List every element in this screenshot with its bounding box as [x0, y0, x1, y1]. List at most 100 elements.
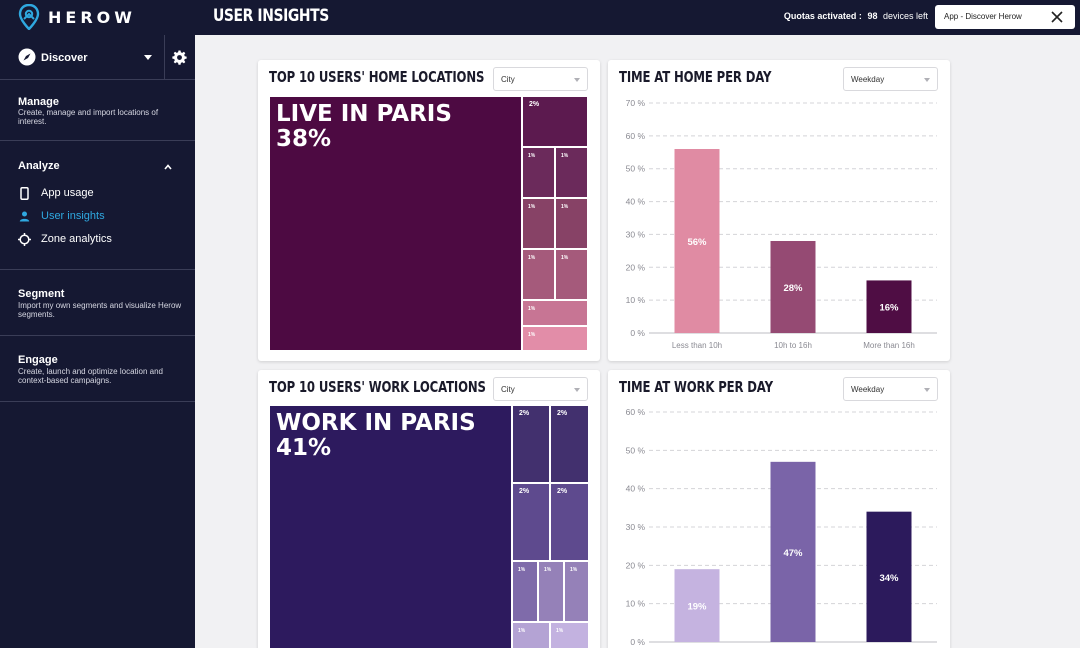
- treemap-cell[interactable]: 2%: [513, 406, 549, 482]
- treemap-cell-label: 1%: [528, 255, 536, 261]
- weekday-dropdown[interactable]: Weekday: [843, 377, 938, 401]
- bar-value-label: 47%: [783, 548, 803, 559]
- dropdown-value: Weekday: [851, 385, 885, 394]
- sidebar-section-segment[interactable]: Segment Import my own segments and visua…: [0, 270, 195, 336]
- treemap-cell[interactable]: 1%: [565, 562, 588, 621]
- y-tick-label: 20 %: [626, 560, 646, 570]
- discover-selector[interactable]: Discover: [0, 35, 195, 80]
- y-tick-label: 10 %: [626, 599, 646, 609]
- treemap-cell-label: 1%: [556, 628, 564, 634]
- sidebar-item-label: Zone analytics: [41, 233, 112, 245]
- y-tick-label: 0 %: [630, 328, 645, 338]
- treemap-main-label: LIVE IN PARIS: [276, 101, 452, 127]
- treemap-cell[interactable]: 1%: [513, 623, 549, 648]
- y-tick-label: 30 %: [626, 522, 646, 532]
- x-tick-label: 10h to 16h: [774, 341, 812, 350]
- time-at-home-chart: 0 % 10 % 20 % 30 % 40 % 50 % 60 % 70 % 56% Less t…: [608, 96, 950, 358]
- y-tick-label: 50 %: [626, 445, 646, 455]
- y-tick-label: 0 %: [630, 637, 645, 647]
- time-at-work-chart: 0 % 10 % 20 % 30 % 40 % 50 % 60 % 19% 47% 34%: [608, 406, 950, 648]
- close-icon[interactable]: [1050, 10, 1064, 24]
- time-at-work-card: TIME AT WORK PER DAY Weekday 0 % 10 % 20 %…: [608, 370, 950, 648]
- x-tick-label: Less than 10h: [672, 341, 722, 350]
- sidebar-section-manage[interactable]: Manage Create, manage and import locatio…: [0, 81, 195, 141]
- treemap-main-label: WORK IN PARIS: [276, 410, 476, 436]
- treemap-cell[interactable]: 2%: [523, 97, 587, 146]
- city-dropdown[interactable]: City: [493, 377, 588, 401]
- phone-icon: [18, 186, 31, 200]
- crosshair-icon: [18, 232, 31, 246]
- quota-label: Quotas activated :: [783, 11, 862, 21]
- sidebar-manage-desc: Create, manage and import locations of i…: [18, 108, 159, 126]
- treemap-cell-label: 2%: [557, 410, 568, 417]
- treemap-cell[interactable]: 1%: [523, 199, 554, 248]
- y-tick-label: 60 %: [626, 407, 646, 417]
- chevron-down-icon: [924, 78, 930, 82]
- home-treemap: LIVE IN PARIS 38% 2% 1% 1% 1% 1% 1% 1% 1…: [270, 97, 588, 350]
- card-title: TIME AT HOME PER DAY: [619, 68, 772, 86]
- treemap-cell-label: 1%: [570, 567, 578, 573]
- treemap-main-value: 41%: [276, 435, 332, 461]
- treemap-main-value: 38%: [276, 126, 332, 152]
- treemap-cell[interactable]: 1%: [523, 327, 587, 350]
- treemap-cell[interactable]: 1%: [556, 199, 587, 248]
- sidebar-item-zone-analytics[interactable]: Zone analytics: [18, 231, 112, 247]
- y-tick-label: 10 %: [626, 295, 646, 305]
- treemap-cell-paris[interactable]: LIVE IN PARIS 38%: [270, 97, 521, 350]
- chevron-up-icon[interactable]: [164, 163, 172, 171]
- treemap-cell[interactable]: 1%: [523, 148, 554, 197]
- chevron-down-icon: [574, 388, 580, 392]
- bar: [866, 511, 912, 642]
- treemap-cell[interactable]: 1%: [513, 562, 537, 621]
- top-bar: HEROW USER INSIGHTS Quotas activated : 9…: [0, 0, 1080, 35]
- card-title: TIME AT WORK PER DAY: [619, 378, 773, 396]
- card-title: TOP 10 USERS' WORK LOCATIONS: [269, 378, 486, 396]
- treemap-cell[interactable]: 2%: [551, 484, 588, 560]
- treemap-cell[interactable]: 1%: [551, 623, 588, 648]
- work-treemap: WORK IN PARIS 41% 2% 2% 2% 2% 1% 1% 1% 1…: [270, 406, 588, 648]
- y-tick-label: 40 %: [626, 197, 646, 207]
- bar-value-label: 56%: [687, 237, 707, 248]
- gear-icon[interactable]: [172, 50, 187, 65]
- app-selector[interactable]: App - Discover Herow: [935, 5, 1075, 29]
- app-selector-value: App - Discover Herow: [944, 12, 1022, 21]
- bar: [674, 569, 720, 642]
- y-tick-label: 20 %: [626, 262, 646, 272]
- treemap-cell[interactable]: 2%: [551, 406, 588, 482]
- y-tick-label: 30 %: [626, 229, 646, 239]
- bar-chart-svg: 0 % 10 % 20 % 30 % 40 % 50 % 60 % 19% 47% 34%: [626, 407, 937, 647]
- treemap-cell[interactable]: 1%: [556, 250, 587, 299]
- sidebar-analyze-title[interactable]: Analyze: [18, 160, 60, 172]
- treemap-cell[interactable]: 1%: [556, 148, 587, 197]
- treemap-cell-label: 2%: [519, 488, 530, 495]
- treemap-cell[interactable]: 1%: [523, 250, 554, 299]
- y-tick-label: 60 %: [626, 131, 646, 141]
- dropdown-value: Weekday: [851, 75, 885, 84]
- sidebar-item-user-insights[interactable]: User insights: [18, 208, 105, 224]
- weekday-dropdown[interactable]: Weekday: [843, 67, 938, 91]
- herow-logo[interactable]: HEROW: [18, 4, 136, 30]
- card-title: TOP 10 USERS' HOME LOCATIONS: [269, 68, 485, 86]
- sidebar-item-label: User insights: [41, 210, 105, 222]
- page-title: USER INSIGHTS: [213, 6, 329, 26]
- bar: [770, 241, 816, 333]
- chevron-down-icon: [574, 78, 580, 82]
- treemap-cell[interactable]: 1%: [523, 301, 587, 325]
- treemap-cell[interactable]: 1%: [539, 562, 563, 621]
- sidebar-section-analyze: Analyze App usage User insights Zone ana…: [0, 141, 195, 270]
- sidebar-section-engage[interactable]: Engage Create, launch and optimize locat…: [0, 336, 195, 402]
- chevron-down-icon[interactable]: [144, 55, 152, 60]
- sidebar-item-label: App usage: [41, 187, 94, 199]
- sidebar-segment-desc: Import my own segments and visualize Her…: [18, 301, 182, 319]
- quota-count: 98: [867, 11, 878, 21]
- treemap-cell-paris[interactable]: WORK IN PARIS 41%: [270, 406, 511, 648]
- treemap-cell-label: 2%: [529, 101, 540, 108]
- sidebar-item-app-usage[interactable]: App usage: [18, 185, 94, 201]
- x-tick-label: More than 16h: [863, 341, 915, 350]
- city-dropdown[interactable]: City: [493, 67, 588, 91]
- sidebar: Discover Manage Create, manage and impor…: [0, 35, 195, 648]
- treemap-cell-label: 1%: [528, 332, 536, 338]
- quota-status: Quotas activated : 98 devices left: [784, 11, 928, 21]
- treemap-cell-label: 1%: [544, 567, 552, 573]
- treemap-cell[interactable]: 2%: [513, 484, 549, 560]
